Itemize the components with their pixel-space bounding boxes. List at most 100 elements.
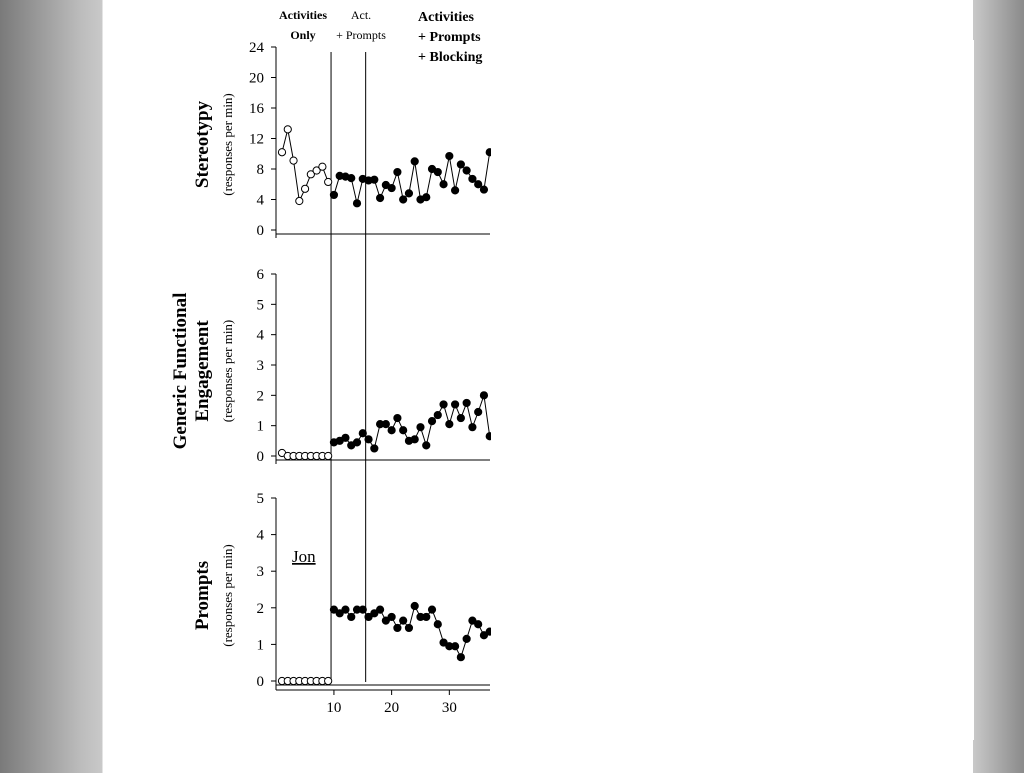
participant-label: Jon	[292, 547, 316, 566]
x-tick-label-10: 10	[326, 700, 341, 716]
data-point-3-2-8	[370, 609, 379, 618]
data-point-3-2-1	[329, 605, 339, 614]
y-tick-label-3-1: 1	[257, 637, 265, 653]
data-point-3-1-9	[324, 676, 333, 686]
y-tick-label-2-2: 2	[257, 388, 265, 404]
data-point-3-2-13	[399, 616, 408, 625]
data-point-2-2-10	[381, 420, 390, 429]
data-point-3-2-17	[422, 612, 431, 622]
phase-label-2-line-2: + Prompts	[336, 28, 386, 42]
data-point-3-2-7	[364, 612, 373, 622]
phase-label-2-line-1: Act.	[351, 8, 371, 22]
data-point-1-1-7	[312, 166, 321, 175]
y-sublabel-3: (responses per min)	[220, 544, 235, 647]
data-point-1-1-3	[289, 156, 298, 165]
data-point-1-1-5	[300, 184, 310, 193]
y-tick-label-3-2: 2	[257, 601, 265, 617]
data-point-2-2-11	[387, 426, 396, 435]
y-tick-label-1-16: 16	[249, 101, 265, 117]
y-tick-label-1-4: 4	[257, 193, 265, 209]
data-point-2-2-12	[393, 413, 402, 423]
data-point-2-2-16	[416, 423, 425, 432]
data-point-2-2-20	[439, 400, 448, 409]
data-point-1-2-25	[468, 174, 477, 184]
data-point-2-2-17	[422, 441, 431, 450]
y-label-2-line-2: Engagement	[192, 320, 213, 422]
y-tick-label-2-1: 1	[257, 419, 265, 435]
phase-label-1-line-2: Only	[290, 28, 315, 42]
phase-label-1-line-1: Activities	[279, 8, 327, 22]
data-point-3-2-22	[451, 642, 460, 651]
series-line-1-2	[333, 152, 491, 204]
data-point-1-2-23	[456, 160, 465, 169]
y-tick-label-1-20: 20	[249, 71, 264, 87]
data-point-1-2-21	[445, 151, 454, 161]
data-point-1-1-2	[283, 125, 292, 134]
y-sublabel-2: (responses per min)	[220, 320, 235, 423]
data-point-3-2-20	[439, 638, 448, 647]
y-tick-label-1-0: 0	[257, 223, 265, 239]
data-point-3-2-23	[456, 653, 465, 662]
data-point-3-2-10	[381, 616, 390, 625]
y-label-2-line-1: Generic Functional	[170, 293, 191, 450]
y-tick-label-2-6: 6	[257, 267, 265, 283]
y-tick-label-2-4: 4	[257, 328, 265, 344]
y-tick-label-3-4: 4	[257, 528, 265, 544]
data-point-1-2-4	[347, 174, 356, 183]
data-point-1-2-5	[352, 199, 362, 208]
data-point-2-2-19	[433, 410, 442, 420]
y-label-3-line-1: Prompts	[192, 561, 213, 630]
data-point-2-2-18	[427, 417, 437, 426]
data-point-3-2-26	[474, 620, 483, 629]
data-point-1-1-6	[306, 170, 315, 179]
y-label-1-line-1: Stereotypy	[192, 100, 213, 188]
data-point-2-2-15	[410, 435, 419, 444]
data-point-1-2-20	[439, 180, 448, 189]
data-point-3-2-27	[479, 631, 489, 640]
data-point-3-2-6	[358, 605, 367, 614]
y-tick-label-1-8: 8	[257, 162, 265, 178]
data-point-1-2-9	[375, 193, 385, 203]
data-point-1-2-24	[462, 166, 471, 175]
data-point-3-2-25	[468, 616, 477, 625]
data-point-1-2-26	[474, 180, 483, 189]
data-point-2-2-8	[370, 444, 379, 453]
data-point-1-2-11	[387, 183, 396, 193]
data-point-1-2-17	[422, 193, 431, 202]
data-point-1-2-19	[433, 167, 442, 177]
data-point-2-2-27	[479, 391, 489, 400]
y-tick-label-3-0: 0	[257, 674, 265, 690]
data-point-2-2-6	[358, 429, 367, 438]
data-point-1-2-1	[329, 190, 339, 200]
y-tick-label-1-12: 12	[249, 132, 264, 148]
data-point-1-1-8	[318, 162, 327, 171]
phase-label-3-line-3: + Blocking	[418, 50, 482, 65]
data-point-1-2-14	[404, 189, 414, 198]
y-tick-label-1-24: 24	[249, 40, 265, 56]
data-point-3-2-4	[347, 612, 356, 622]
data-point-2-2-23	[456, 413, 465, 423]
data-point-2-2-21	[445, 420, 454, 429]
data-point-3-2-2	[335, 609, 344, 618]
data-point-3-2-14	[404, 623, 414, 633]
data-point-3-2-15	[410, 601, 419, 611]
data-point-3-2-12	[393, 623, 402, 633]
data-point-2-2-24	[462, 398, 471, 408]
data-point-3-2-3	[341, 605, 350, 614]
data-point-2-2-13	[399, 426, 408, 435]
right-edge-mask	[491, 40, 974, 740]
data-point-1-2-8	[370, 175, 379, 184]
data-point-1-2-22	[451, 186, 460, 195]
data-point-1-1-1	[277, 148, 287, 157]
data-point-2-2-26	[474, 407, 483, 417]
data-point-2-1-9	[324, 451, 333, 461]
data-point-2-2-3	[341, 433, 350, 442]
phase-label-3-line-2: + Prompts	[418, 30, 481, 45]
data-point-2-2-5	[352, 438, 362, 447]
y-tick-label-3-3: 3	[257, 564, 265, 580]
y-tick-label-2-3: 3	[257, 358, 265, 374]
x-tick-label-30: 30	[442, 700, 457, 716]
phase-label-3-line-1: Activities	[418, 10, 475, 25]
